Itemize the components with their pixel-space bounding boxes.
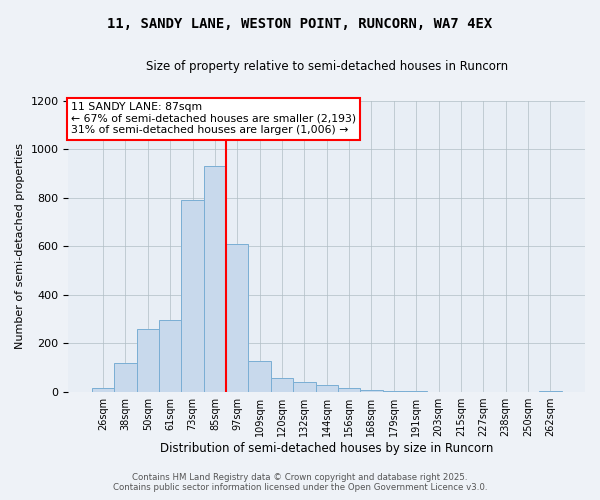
Bar [114,363,137,392]
Y-axis label: Number of semi-detached properties: Number of semi-detached properties [15,144,25,350]
Bar [338,388,360,392]
Title: Size of property relative to semi-detached houses in Runcorn: Size of property relative to semi-detach… [146,60,508,73]
Bar [92,388,114,392]
Bar [539,391,562,392]
Bar [316,385,338,392]
Bar [181,200,204,392]
Bar [383,391,405,392]
X-axis label: Distribution of semi-detached houses by size in Runcorn: Distribution of semi-detached houses by … [160,442,493,455]
Bar [360,390,383,392]
Bar [226,244,248,392]
Text: Contains HM Land Registry data © Crown copyright and database right 2025.
Contai: Contains HM Land Registry data © Crown c… [113,473,487,492]
Bar [271,378,293,392]
Text: 11 SANDY LANE: 87sqm
← 67% of semi-detached houses are smaller (2,193)
31% of se: 11 SANDY LANE: 87sqm ← 67% of semi-detac… [71,102,356,135]
Bar [204,166,226,392]
Bar [137,329,159,392]
Bar [248,360,271,392]
Bar [159,320,181,392]
Bar [293,382,316,392]
Text: 11, SANDY LANE, WESTON POINT, RUNCORN, WA7 4EX: 11, SANDY LANE, WESTON POINT, RUNCORN, W… [107,18,493,32]
